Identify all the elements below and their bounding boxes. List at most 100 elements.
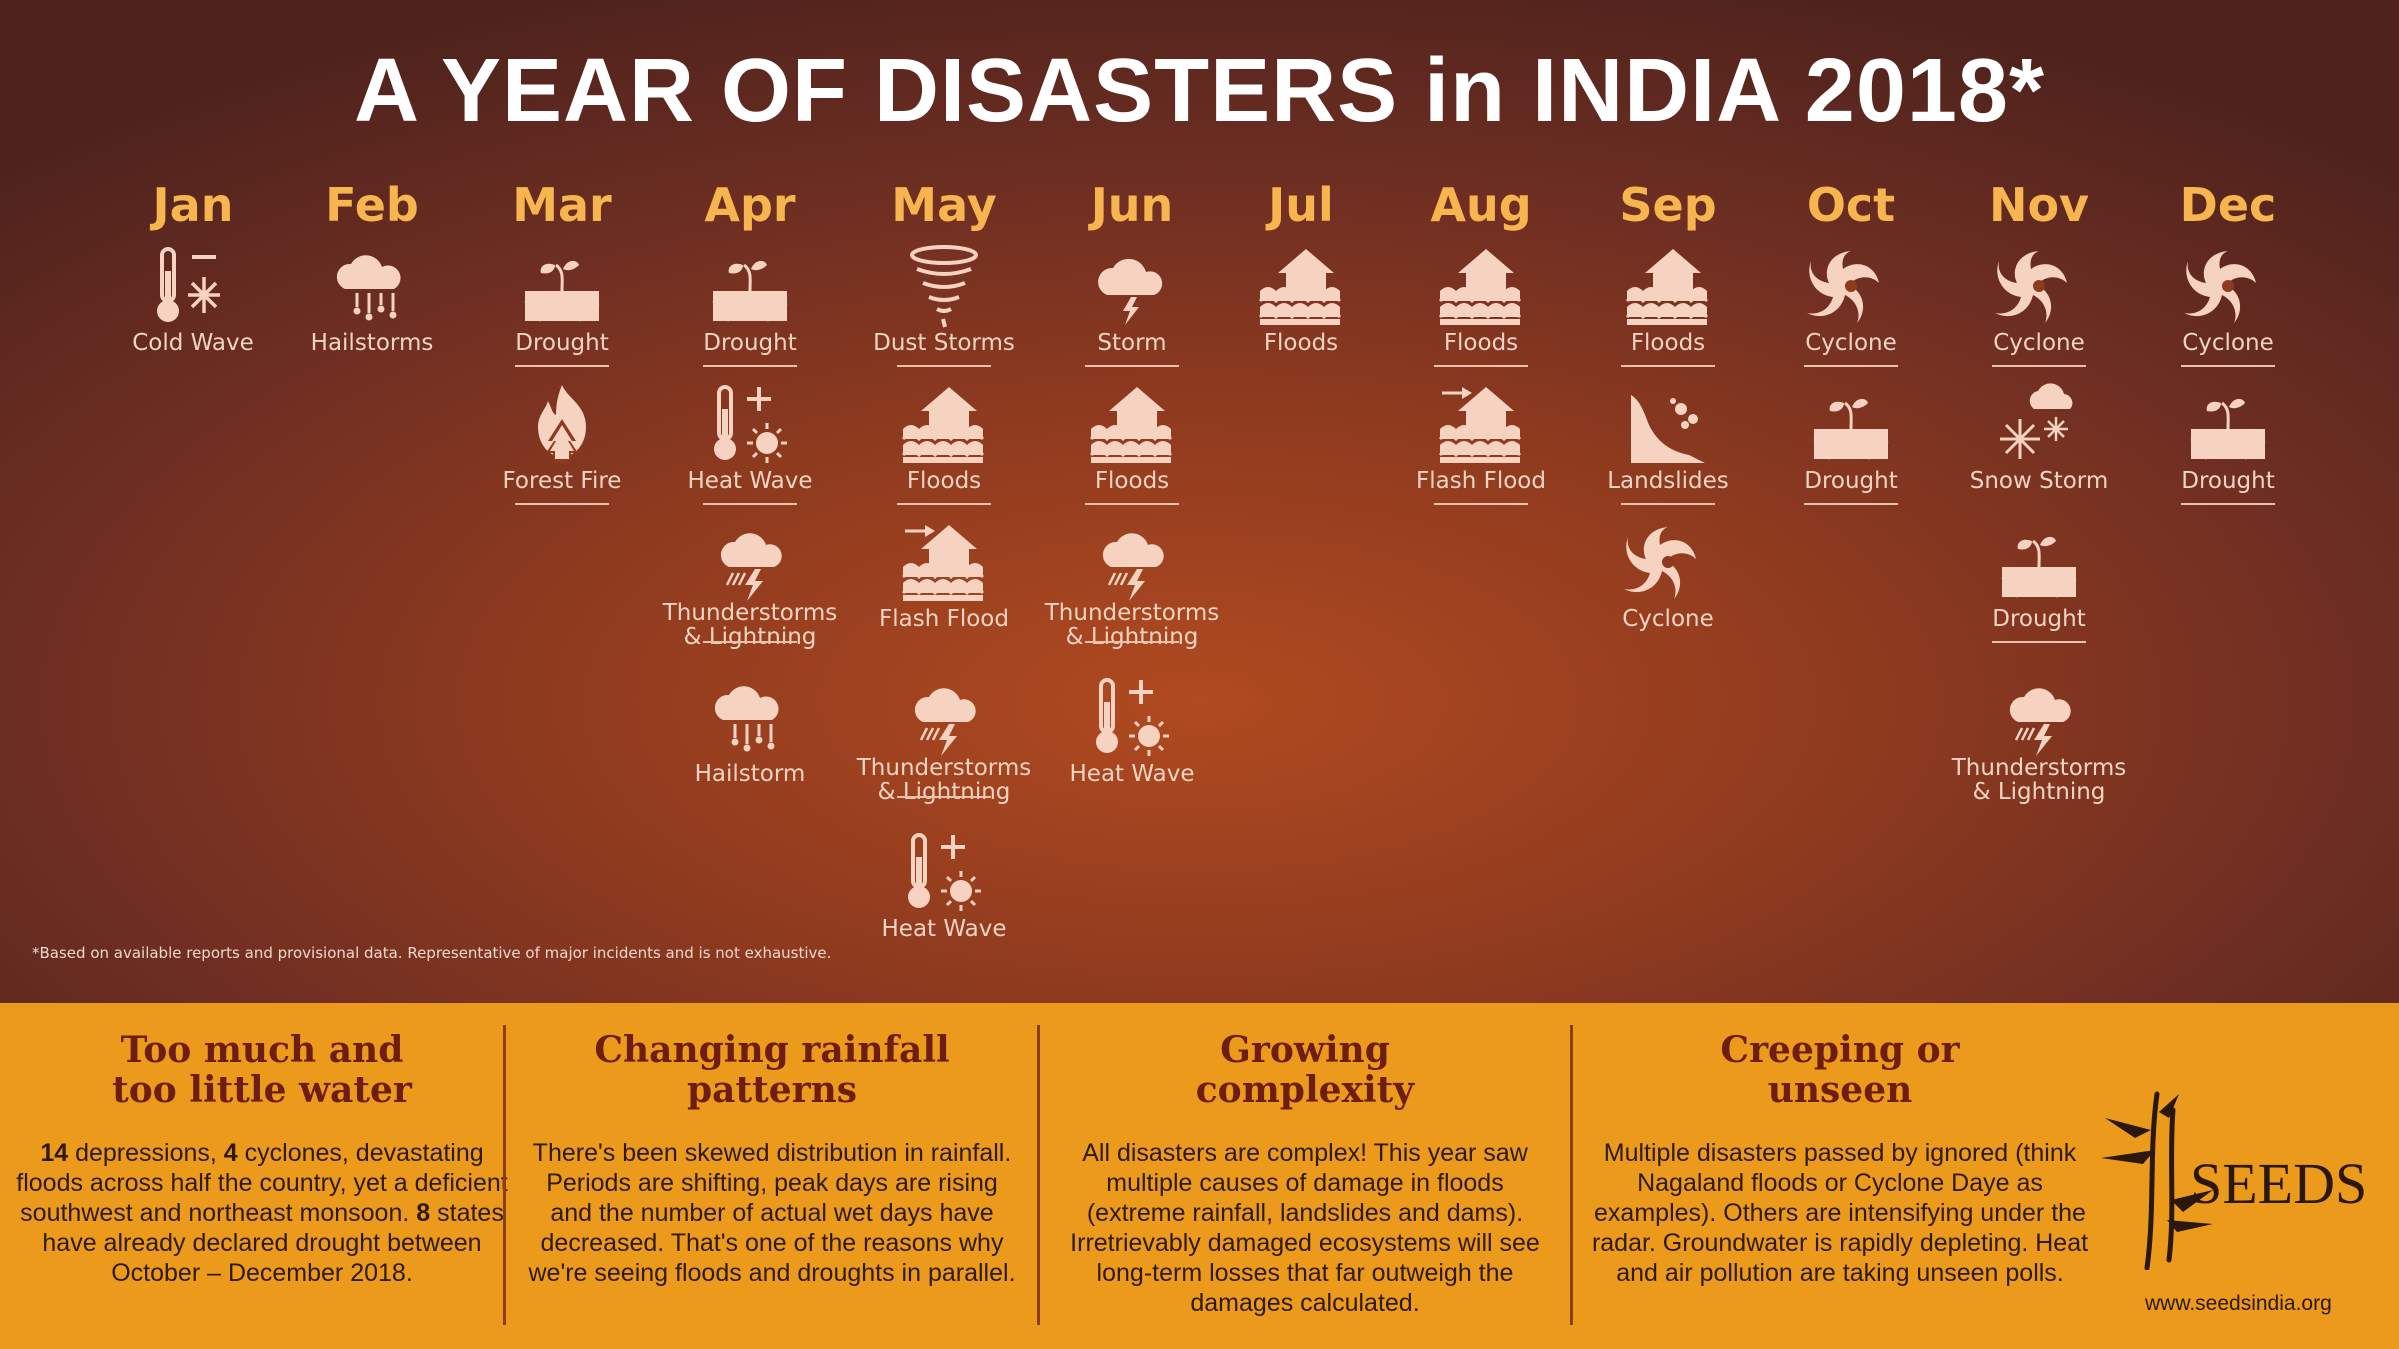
panel-title: Too much and too little water xyxy=(112,1029,412,1111)
month-label: Feb xyxy=(325,178,419,232)
event-label: Heat Wave xyxy=(1069,761,1195,787)
month-label: Mar xyxy=(512,178,612,232)
month-label: Dec xyxy=(2179,178,2277,232)
event-label: Drought xyxy=(2181,468,2275,494)
event-label: Heat Wave xyxy=(881,916,1007,942)
event-label: Thunderstorms & Lightning xyxy=(662,600,838,650)
flash-flood-icon xyxy=(1436,379,1526,469)
heat-wave-icon xyxy=(1087,672,1177,762)
flood-icon xyxy=(1256,241,1346,331)
cyclone-icon xyxy=(1623,517,1713,607)
event-storm: Storm xyxy=(1032,235,1232,373)
drought-icon xyxy=(517,241,607,331)
event-thunderstorms: Thunderstorms & Lightning xyxy=(650,511,850,666)
month-label: Jan xyxy=(152,178,234,232)
panel-body: Multiple disasters passed by ignored (th… xyxy=(1591,1139,2089,1287)
event-label: Dust Storms xyxy=(873,330,1015,356)
panel-rainfall: Changing rainfall patterns There's been s… xyxy=(522,1030,1022,1288)
event-label: Cyclone xyxy=(2182,330,2274,356)
month-column-apr: Apr Drought Heat Wave Thunderstorms & Lig… xyxy=(650,175,850,804)
event-label: Drought xyxy=(1804,468,1898,494)
month-label: May xyxy=(891,178,997,232)
forest-fire-icon xyxy=(517,379,607,469)
event-drought: Drought xyxy=(650,235,850,373)
flood-icon xyxy=(899,379,989,469)
event-label: Cold Wave xyxy=(132,330,254,356)
cyclone-icon xyxy=(1806,241,1896,331)
thunderstorm-icon xyxy=(899,672,989,762)
event-dust-storms: Dust Storms xyxy=(844,235,1044,373)
thunderstorm-icon xyxy=(1994,672,2084,762)
flood-icon xyxy=(1087,379,1177,469)
month-column-sep: Sep Floods Landslides Cyclone xyxy=(1568,175,1768,649)
heat-wave-icon xyxy=(705,379,795,469)
event-cyclone: Cyclone xyxy=(2128,235,2328,373)
event-label: Hailstorm xyxy=(694,761,806,787)
event-thunderstorms: Thunderstorms & Lightning xyxy=(844,666,1044,821)
tornado-icon xyxy=(899,241,989,331)
event-drought: Drought xyxy=(1751,373,1951,511)
event-label: Flash Flood xyxy=(879,606,1009,632)
month-column-jan: Jan Cold Wave xyxy=(93,175,293,373)
event-hailstorm: Hailstorm xyxy=(650,666,850,804)
event-floods: Floods xyxy=(1032,373,1232,511)
event-heat-wave: Heat Wave xyxy=(650,373,850,511)
panel-divider xyxy=(1570,1025,1573,1325)
panel-title: Changing rainfall patterns xyxy=(594,1029,950,1111)
cold-wave-icon xyxy=(148,241,238,331)
panel-complexity: Growing complexity All disasters are comp… xyxy=(1055,1030,1555,1318)
event-flash-flood: Flash Flood xyxy=(844,511,1044,666)
event-label: Heat Wave xyxy=(687,468,813,494)
panel-body: There's been skewed distribution in rain… xyxy=(528,1139,1016,1287)
month-column-aug: Aug Floods Flash Flood xyxy=(1381,175,1581,511)
thunderstorm-icon xyxy=(1087,517,1177,607)
event-floods: Floods xyxy=(1381,235,1581,373)
panel-divider xyxy=(503,1025,506,1325)
month-column-jul: Jul Floods xyxy=(1201,175,1401,373)
event-hailstorms: Hailstorms xyxy=(272,235,472,373)
event-label: Thunderstorms & Lightning xyxy=(856,755,1032,805)
event-label: Thunderstorms & Lightning xyxy=(1951,755,2127,805)
event-heat-wave: Heat Wave xyxy=(844,821,1044,959)
landslide-icon xyxy=(1623,379,1713,469)
panel-unseen: Creeping or unseen Multiple disasters pas… xyxy=(1590,1030,2090,1288)
flood-icon xyxy=(1436,241,1526,331)
event-label: Cyclone xyxy=(1622,606,1714,632)
event-cyclone: Cyclone xyxy=(1568,511,1768,649)
flood-icon xyxy=(1623,241,1713,331)
event-cold-wave: Cold Wave xyxy=(93,235,293,373)
flash-flood-icon xyxy=(899,517,989,607)
storm-icon xyxy=(1087,241,1177,331)
event-label: Thunderstorms & Lightning xyxy=(1044,600,1220,650)
month-label: Sep xyxy=(1619,178,1717,232)
drought-icon xyxy=(705,241,795,331)
event-drought: Drought xyxy=(2128,373,2328,511)
event-label: Snow Storm xyxy=(1969,468,2109,494)
event-cyclone: Cyclone xyxy=(1939,235,2139,373)
event-drought: Drought xyxy=(462,235,662,373)
hailstorm-icon xyxy=(327,241,417,331)
hailstorm-icon xyxy=(705,672,795,762)
event-label: Cyclone xyxy=(1993,330,2085,356)
snow-storm-icon xyxy=(1994,379,2084,469)
seeds-logo-icon xyxy=(2101,1091,2213,1270)
drought-icon xyxy=(1806,379,1896,469)
month-label: Oct xyxy=(1806,178,1896,232)
month-column-feb: Feb Hailstorms xyxy=(272,175,472,373)
event-label: Floods xyxy=(1263,330,1339,356)
event-floods: Floods xyxy=(1201,235,1401,373)
panel-water: Too much and too little water 14 depressi… xyxy=(12,1030,512,1288)
panel-title: Growing complexity xyxy=(1195,1029,1415,1111)
drought-icon xyxy=(2183,379,2273,469)
event-floods: Floods xyxy=(844,373,1044,511)
panel-divider xyxy=(1037,1025,1040,1325)
drought-icon xyxy=(1994,517,2084,607)
month-column-oct: Oct Cyclone Drought xyxy=(1751,175,1951,511)
panel-title: Creeping or unseen xyxy=(1720,1029,1960,1111)
event-label: Hailstorms xyxy=(310,330,434,356)
event-label: Drought xyxy=(515,330,609,356)
event-landslides: Landslides xyxy=(1568,373,1768,511)
event-label: Storm xyxy=(1097,330,1167,356)
event-label: Landslides xyxy=(1607,468,1729,494)
website-link[interactable]: www.seedsindia.org xyxy=(2145,1292,2332,1315)
